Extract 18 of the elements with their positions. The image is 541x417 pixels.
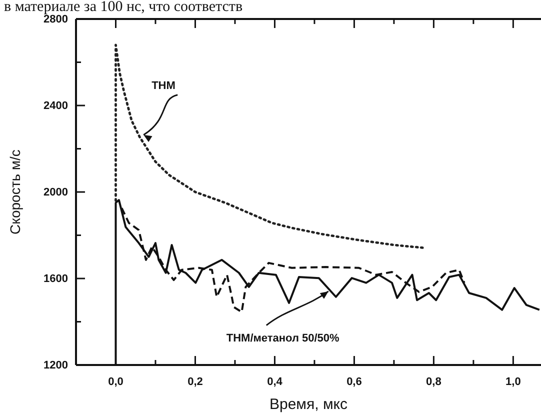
line-series [120, 207, 466, 314]
y-tick-label: 2800 [44, 14, 68, 26]
annotation: THM/метанол 50/50% [226, 332, 340, 344]
y-tick-label: 2400 [44, 100, 68, 112]
y-axis-title: Скорость м/с [7, 150, 23, 234]
y-tick-label: 2000 [44, 186, 68, 199]
text: в материале за 100 нс, что соответств [4, 0, 243, 15]
x-tick-label: 0,6 [346, 376, 362, 388]
x-tick-label: 0,0 [108, 376, 124, 388]
y-tick-label: 1600 [44, 273, 68, 286]
x-tick-label: 0,4 [267, 376, 284, 388]
x-tick-label: 0,2 [188, 376, 203, 388]
annotation: THM [152, 80, 176, 92]
line-series [114, 44, 427, 250]
y-tick-label: 1200 [44, 360, 68, 372]
x-tick-label: 0,8 [426, 376, 442, 388]
x-axis-title: Время, мкс [269, 396, 348, 413]
x-tick-label: 1,0 [506, 376, 521, 388]
